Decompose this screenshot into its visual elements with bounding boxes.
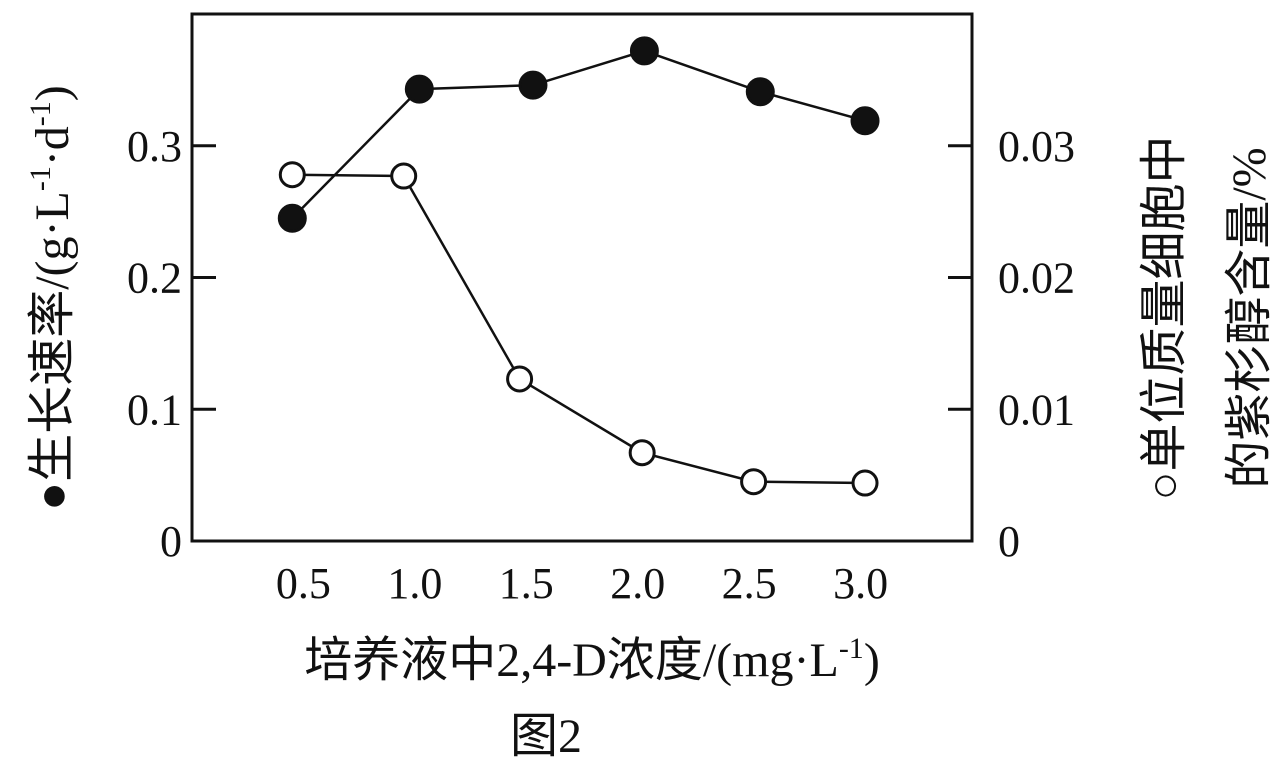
taxol-content-point (278, 161, 306, 189)
growth-rate-point (277, 203, 307, 233)
left-axis-title-mid: ·d (26, 126, 79, 166)
x-tick-label: 0.5 (276, 559, 331, 608)
left-axis-title-end: ) (26, 85, 79, 101)
left-tick-label: 0.2 (127, 254, 182, 303)
left-axis-title-sup2: -1 (24, 101, 57, 126)
growth-rate-point (629, 36, 659, 66)
x-axis-title-sup: -1 (839, 632, 864, 665)
x-tick-label: 2.5 (722, 559, 777, 608)
svg-text:○单位质量细胞中: ○单位质量细胞中 (1138, 135, 1191, 500)
right-tick-label: 0.02 (998, 254, 1075, 303)
x-axis-title: 培养液中2,4-D浓度/(mg·L-1) (304, 632, 880, 687)
right-axis-ticks: 0 0.01 0.02 0.03 (948, 122, 1075, 566)
right-axis-title-text1: 单位质量细胞中 (1138, 135, 1191, 471)
x-axis-title-end: ) (864, 634, 880, 687)
growth-rate-point (850, 106, 880, 136)
right-axis-title-text2: 的紫杉醇含量/% (1223, 147, 1276, 488)
right-axis-title-line2: 的紫杉醇含量/% (1223, 147, 1276, 488)
growth-rate-point (404, 74, 434, 104)
taxol-content-point (740, 468, 768, 496)
x-tick-label: 1.0 (387, 559, 442, 608)
right-tick-label: 0.03 (998, 122, 1075, 171)
x-axis-ticks: 0.5 1.0 1.5 2.0 2.5 3.0 (276, 559, 888, 608)
x-tick-label: 1.5 (499, 559, 554, 608)
right-tick-label: 0 (998, 517, 1020, 566)
left-legend-marker: ● (26, 482, 79, 511)
left-axis-title-main: 生长速率/(g·L (26, 191, 79, 482)
left-axis-title-sup1: -1 (24, 166, 57, 191)
left-tick-label: 0.3 (127, 122, 182, 171)
plot-frame (190, 12, 974, 543)
right-axis-title-line1: ○单位质量细胞中 (1138, 135, 1191, 500)
left-tick-label: 0.1 (127, 385, 182, 434)
growth-rate-point (745, 77, 775, 107)
growth-rate-line (291, 49, 866, 220)
right-tick-label: 0.01 (998, 385, 1075, 434)
taxol-content-point (390, 162, 418, 190)
right-legend-marker: ○ (1138, 472, 1191, 501)
x-tick-label: 3.0 (833, 559, 888, 608)
left-axis-title: ●生长速率/(g·L-1·d-1) (24, 85, 79, 511)
growth-rate-point (518, 70, 548, 100)
svg-text:●生长速率/(g·L-1·d-1): ●生长速率/(g·L-1·d-1) (24, 85, 79, 511)
x-tick-label: 2.0 (610, 559, 665, 608)
figure-caption: 图2 (510, 710, 582, 763)
left-tick-label: 0 (160, 517, 182, 566)
taxol-content-point (851, 469, 879, 497)
taxol-content-line (292, 173, 866, 485)
series-group (277, 36, 880, 497)
x-axis-title-main: 培养液中2,4-D浓度/(mg·L (304, 634, 839, 687)
taxol-content-point (506, 365, 534, 393)
left-axis-ticks: 0 0.1 0.2 0.3 (127, 122, 216, 566)
taxol-content-point (628, 439, 656, 467)
